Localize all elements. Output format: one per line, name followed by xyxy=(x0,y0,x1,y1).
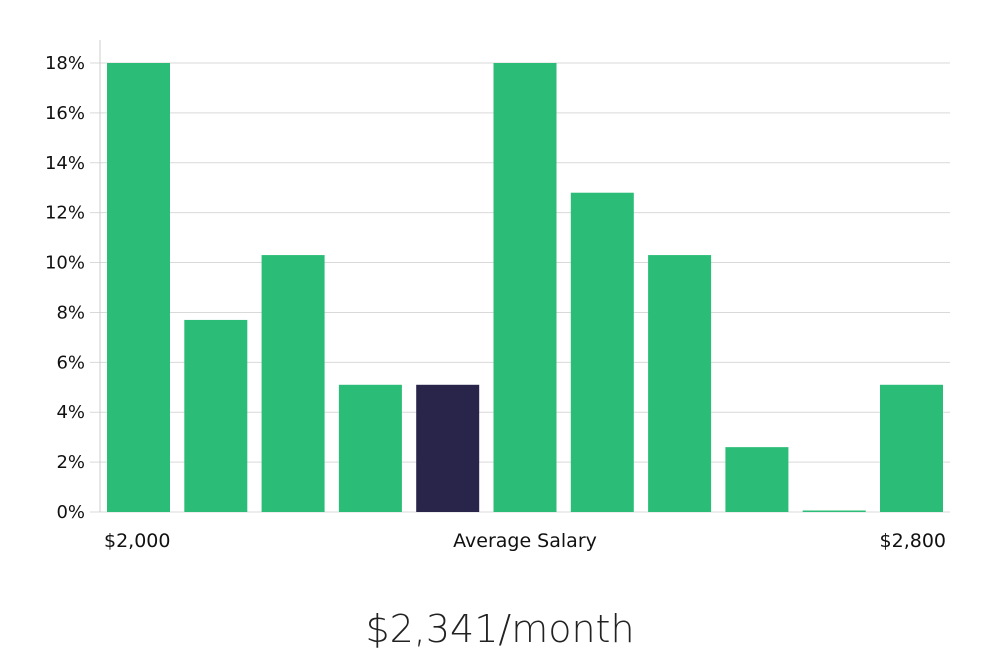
bar xyxy=(338,384,402,512)
x-min-label: $2,000 xyxy=(104,530,170,552)
bar xyxy=(493,63,557,512)
bar xyxy=(880,384,943,512)
y-tick-labels: 0% 2% 4% 6% 8% 10% 12% 14% 16% 18% xyxy=(45,53,85,523)
y-tick-label: 16% xyxy=(45,103,85,124)
salary-distribution-chart: 0% 2% 4% 6% 8% 10% 12% 14% 16% 18% $2,000 Average… xyxy=(45,40,950,552)
bar-highlighted xyxy=(416,384,480,512)
bar xyxy=(802,510,866,512)
y-tick-label: 18% xyxy=(45,53,85,74)
bar xyxy=(107,63,170,512)
y-tick-label: 14% xyxy=(45,153,85,174)
y-tick-label: 10% xyxy=(45,253,85,274)
x-max-label: $2,800 xyxy=(880,530,946,552)
bar xyxy=(261,255,325,513)
y-tick-label: 0% xyxy=(56,502,85,523)
y-tick-label: 8% xyxy=(56,302,85,323)
y-tick-label: 12% xyxy=(45,203,85,224)
bar xyxy=(725,447,789,512)
average-salary-value: $2,341/month xyxy=(365,607,635,651)
x-axis-title: Average Salary xyxy=(453,530,597,552)
bars xyxy=(107,63,943,513)
bar xyxy=(648,255,712,513)
y-tick-label: 4% xyxy=(56,402,85,423)
y-tick-label: 6% xyxy=(56,352,85,373)
bar xyxy=(184,319,248,512)
bar xyxy=(570,192,634,512)
y-tick-label: 2% xyxy=(56,452,85,473)
